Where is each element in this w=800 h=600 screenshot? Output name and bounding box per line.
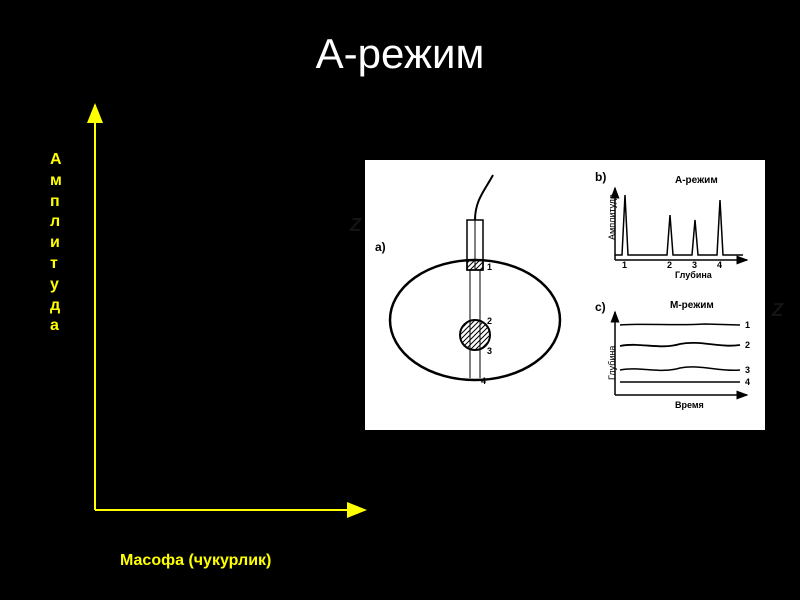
panel-a: a) 1 2 3 4 [375, 170, 575, 420]
b-tick-2: 2 [667, 260, 672, 270]
marker-3: 3 [487, 346, 492, 356]
panel-a-diagram [375, 170, 575, 420]
panel-c-title: М-режим [670, 300, 714, 311]
y-axis-label: А м п л и т у д а [50, 150, 62, 337]
panel-b-label: b) [595, 170, 606, 184]
chart-axes [75, 100, 375, 525]
b-tick-4: 4 [717, 260, 722, 270]
marker-1: 1 [487, 262, 492, 272]
panel-b-title: А-режим [675, 175, 718, 186]
panel-b: b) А-режим Амплитуда 1 2 3 4 Глубина [595, 170, 755, 290]
panel-b-chart [595, 170, 755, 280]
panel-c-label: c) [595, 300, 606, 314]
x-axis-label: Масофа (чукурлик) [120, 552, 271, 570]
panel-b-ylabel: Амплитуда [607, 194, 617, 240]
panel-a-label: a) [375, 240, 386, 254]
panel-c-chart [595, 300, 755, 410]
c-trace-1: 1 [745, 320, 750, 330]
panel-c-xlabel: Время [675, 400, 704, 410]
panel-c-ylabel: Глубина [607, 346, 617, 380]
panel-b-xlabel: Глубина [675, 270, 712, 280]
c-trace-3: 3 [745, 365, 750, 375]
c-trace-2: 2 [745, 340, 750, 350]
watermark: Z [772, 300, 783, 321]
b-tick-1: 1 [622, 260, 627, 270]
b-tick-3: 3 [692, 260, 697, 270]
page-title: А-режим [0, 30, 800, 78]
watermark: Z [350, 215, 361, 236]
figure-panel: a) 1 2 3 4 b) А [365, 160, 765, 430]
c-trace-4: 4 [745, 377, 750, 387]
marker-4: 4 [481, 376, 486, 386]
panel-c: c) М-режим Глубина 1 2 3 4 Время [595, 300, 755, 420]
marker-2: 2 [487, 316, 492, 326]
